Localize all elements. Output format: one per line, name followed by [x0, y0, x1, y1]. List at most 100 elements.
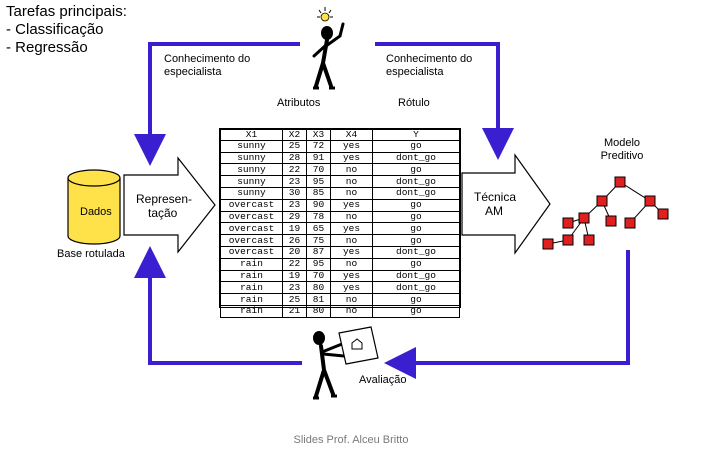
table-cell: 72	[306, 139, 331, 153]
table-cell: 65	[306, 222, 331, 236]
table-row: sunny 22 70 no go	[220, 163, 460, 177]
table-cell: dont_go	[372, 186, 460, 200]
table-row: rain 21 80 no go	[220, 304, 460, 318]
task-item-regression: - Regressão	[6, 39, 88, 56]
table-header-row: X1 X2 X3 X4 Y	[220, 129, 460, 141]
table-cell: yes	[330, 151, 373, 165]
table-cell: dont_go	[372, 281, 460, 295]
table-row: overcast 20 87 yes dont_go	[220, 245, 460, 259]
table-cell: 90	[306, 198, 331, 212]
table-cell: overcast	[220, 222, 283, 236]
task-list-title: Tarefas principais:	[6, 3, 127, 20]
table-cell: no	[330, 186, 373, 200]
table-cell: 70	[306, 269, 331, 283]
table-cell: sunny	[220, 175, 283, 188]
table-cell: 23	[282, 198, 307, 212]
task-list: Tarefas principais: - Classificação - Re…	[6, 3, 127, 57]
table-cell: 23	[282, 281, 307, 295]
table-row: rain 22 95 no go	[220, 257, 460, 271]
table-cell: rain	[220, 269, 283, 283]
table-cell: no	[330, 293, 373, 306]
model-to-evaluation-arrow	[384, 250, 630, 379]
evaluation-to-base-arrow	[134, 246, 302, 365]
table-cell: dont_go	[372, 175, 460, 188]
labeled-base-label: Base rotulada	[57, 248, 125, 260]
representation-label: Represen- tação	[136, 192, 193, 220]
table-row: overcast 19 65 yes go	[220, 222, 460, 236]
table-cell: 81	[306, 293, 331, 306]
table-cell: rain	[220, 281, 283, 295]
table-cell: no	[330, 163, 373, 177]
table-cell: 95	[306, 175, 331, 188]
col-y: Y	[372, 129, 460, 141]
table-cell: 23	[282, 175, 307, 188]
table-row: sunny 25 72 yes go	[220, 139, 460, 153]
table-cell: go	[372, 139, 460, 153]
table-cell: dont_go	[372, 269, 460, 283]
table-row: overcast 23 90 yes go	[220, 198, 460, 212]
data-cylinder-label: Dados	[80, 206, 112, 218]
table-cell: no	[330, 234, 373, 247]
decision-tree-icon	[542, 176, 669, 250]
table-cell: rain	[220, 293, 283, 306]
table-cell: 70	[306, 163, 331, 177]
expert-knowledge-left-label: Conhecimento do especialista	[164, 53, 251, 78]
table-cell: 26	[282, 234, 307, 247]
col-x2: X2	[282, 129, 307, 141]
table-cell: overcast	[220, 210, 283, 224]
table-cell: 91	[306, 151, 331, 165]
table-cell: 22	[282, 163, 307, 177]
table-cell: 80	[306, 281, 331, 295]
table-cell: go	[372, 210, 460, 224]
predictive-model-label: Modelo Preditivo	[600, 137, 644, 162]
table-cell: overcast	[220, 234, 283, 247]
table-cell: 19	[282, 269, 307, 283]
table-row: overcast 26 75 no go	[220, 234, 460, 247]
table-cell: go	[372, 198, 460, 212]
table-cell: 87	[306, 245, 331, 259]
table-cell: 75	[306, 234, 331, 247]
table-cell: 80	[306, 304, 331, 318]
table-body: sunny 25 72 yes go sunny 28 91 yes dont_go sunny 22…	[220, 139, 460, 318]
table-cell: no	[330, 175, 373, 188]
table-row: rain 23 80 yes dont_go	[220, 281, 460, 295]
table-row: overcast 29 78 no go	[220, 210, 460, 224]
table-cell: yes	[330, 269, 373, 283]
table-cell: go	[372, 163, 460, 177]
table-cell: go	[372, 293, 460, 306]
label-header: Rótulo	[398, 97, 430, 109]
table-row: sunny 28 91 yes dont_go	[220, 151, 460, 165]
evaluation-label: Avaliação	[359, 374, 407, 386]
table-cell: sunny	[220, 151, 283, 165]
expert-figure-icon	[312, 7, 345, 90]
table-cell: rain	[220, 304, 283, 318]
table-cell: sunny	[220, 186, 283, 200]
table-cell: sunny	[220, 163, 283, 177]
table-cell: dont_go	[372, 245, 460, 259]
table-cell: 21	[282, 304, 307, 318]
table-cell: 19	[282, 222, 307, 236]
table-row: sunny 30 85 no dont_go	[220, 186, 460, 200]
table-cell: 95	[306, 257, 331, 271]
table-cell: overcast	[220, 198, 283, 212]
table-cell: go	[372, 304, 460, 318]
table-cell: no	[330, 257, 373, 271]
slide-footer: Slides Prof. Alceu Britto	[293, 434, 409, 446]
table-cell: rain	[220, 257, 283, 271]
table-cell: yes	[330, 198, 373, 212]
expert-to-technique-arrow	[375, 42, 514, 160]
table-cell: no	[330, 304, 373, 318]
table-cell: 25	[282, 293, 307, 306]
representation-arrow	[123, 156, 216, 254]
table-row: rain 19 70 yes dont_go	[220, 269, 460, 283]
col-x4: X4	[330, 129, 373, 141]
col-x3: X3	[306, 129, 331, 141]
attributes-header: Atributos	[277, 97, 321, 109]
table-cell: overcast	[220, 245, 283, 259]
table-cell: dont_go	[372, 151, 460, 165]
evaluator-figure-icon	[313, 326, 379, 400]
table-cell: 25	[282, 139, 307, 153]
task-item-classification: - Classificação	[6, 21, 104, 38]
table-cell: yes	[330, 245, 373, 259]
col-x1: X1	[220, 129, 283, 141]
